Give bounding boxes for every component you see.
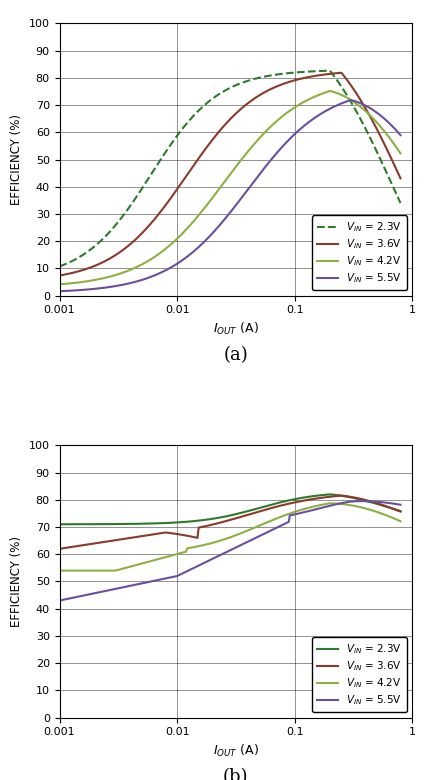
X-axis label: $I_{OUT}$ (A): $I_{OUT}$ (A) — [213, 743, 259, 759]
X-axis label: $I_{OUT}$ (A): $I_{OUT}$ (A) — [213, 321, 259, 337]
Y-axis label: EFFICIENCY (%): EFFICIENCY (%) — [10, 114, 23, 205]
Legend: $V_{IN}$ = 2.3V, $V_{IN}$ = 3.6V, $V_{IN}$ = 4.2V, $V_{IN}$ = 5.5V: $V_{IN}$ = 2.3V, $V_{IN}$ = 3.6V, $V_{IN… — [312, 637, 407, 712]
Legend: $V_{IN}$ = 2.3V, $V_{IN}$ = 3.6V, $V_{IN}$ = 4.2V, $V_{IN}$ = 5.5V: $V_{IN}$ = 2.3V, $V_{IN}$ = 3.6V, $V_{IN… — [312, 215, 407, 290]
Y-axis label: EFFICIENCY (%): EFFICIENCY (%) — [10, 536, 23, 627]
Text: (a): (a) — [224, 346, 248, 364]
Text: (b): (b) — [223, 768, 249, 780]
